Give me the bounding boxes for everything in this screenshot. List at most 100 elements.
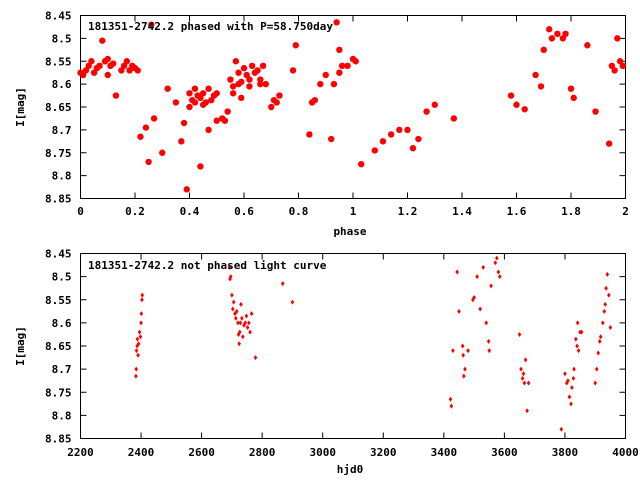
- x-tick-label: 1: [350, 205, 357, 218]
- data-point: [259, 62, 267, 70]
- data-point: [230, 306, 235, 312]
- data-point: [227, 76, 234, 83]
- data-point: [229, 83, 237, 90]
- data-point: [619, 62, 626, 70]
- x-tick-label: 0: [77, 205, 84, 218]
- data-point: [478, 306, 482, 312]
- data-point: [371, 147, 378, 154]
- y-tick-label: 8.7: [52, 363, 72, 376]
- data-point: [213, 117, 220, 124]
- data-point: [236, 331, 241, 337]
- data-point: [471, 297, 475, 303]
- data-point: [134, 67, 141, 74]
- data-point: [472, 294, 476, 300]
- data-point: [237, 329, 242, 335]
- data-point: [306, 131, 313, 138]
- data-point: [517, 331, 522, 337]
- data-point: [228, 274, 233, 280]
- data-point: [564, 380, 569, 386]
- data-point: [247, 320, 251, 326]
- data-point: [592, 108, 599, 115]
- data-point: [205, 126, 212, 134]
- data-point: [276, 92, 283, 99]
- data-point: [322, 71, 329, 79]
- data-point: [566, 378, 570, 384]
- data-point: [548, 35, 556, 42]
- data-point: [611, 67, 618, 74]
- data-point: [525, 408, 529, 414]
- x-tick-label: 2800: [249, 446, 276, 459]
- data-point: [248, 62, 256, 70]
- data-point: [99, 37, 106, 44]
- data-point: [292, 42, 299, 49]
- x-tick-label: 3400: [431, 446, 458, 459]
- data-point: [268, 103, 275, 111]
- data-point: [249, 311, 254, 317]
- data-point: [596, 350, 601, 356]
- data-point: [455, 269, 459, 275]
- data-point: [280, 281, 285, 287]
- x-tick-label: 3000: [309, 446, 336, 459]
- data-point: [205, 85, 212, 92]
- data-point: [311, 96, 319, 104]
- data-point: [239, 301, 243, 307]
- data-point: [273, 99, 280, 106]
- data-point: [603, 301, 608, 307]
- data-point: [484, 320, 489, 326]
- y-tick-label: 8.7: [52, 124, 72, 137]
- data-point: [262, 80, 269, 88]
- data-point: [460, 343, 465, 349]
- data-point: [579, 329, 584, 335]
- data-point: [605, 140, 613, 147]
- x-tick-label: 0.2: [125, 205, 145, 218]
- y-tick-label: 8.5: [52, 271, 72, 284]
- data-point: [569, 401, 573, 407]
- data-point: [567, 394, 572, 400]
- data-point: [602, 308, 607, 314]
- unphased-light-curve-panel: 2200 2400 2600 2800 3000 3200 3400 3600 3800 4000…: [14, 248, 639, 477]
- data-point: [186, 103, 193, 111]
- y-tick-label: 8.45: [45, 10, 72, 23]
- data-point: [496, 269, 501, 275]
- data-point: [197, 163, 204, 170]
- data-point: [243, 320, 248, 326]
- x-tick-label: 1.6: [507, 205, 527, 218]
- data-point: [202, 99, 210, 106]
- x-tick-label: 3800: [552, 446, 579, 459]
- data-point: [238, 320, 243, 326]
- data-point: [180, 119, 188, 127]
- data-point: [96, 62, 103, 70]
- data-point: [236, 320, 240, 326]
- data-point: [238, 78, 245, 86]
- data-point: [604, 285, 608, 291]
- data-point: [172, 99, 180, 106]
- data-point: [230, 292, 234, 298]
- data-point: [507, 92, 515, 99]
- y-tick-label: 8.55: [45, 294, 72, 307]
- data-point: [521, 371, 526, 377]
- data-point: [344, 62, 351, 70]
- data-point: [137, 133, 144, 140]
- x-tick-label: 2: [622, 205, 629, 218]
- data-point: [238, 94, 245, 102]
- data-point: [338, 62, 346, 70]
- data-point: [352, 58, 359, 65]
- y-tick-label: 8.85: [45, 193, 72, 206]
- data-point: [183, 186, 190, 193]
- data-point: [328, 135, 335, 143]
- data-point: [110, 60, 117, 67]
- data-point: [224, 108, 231, 115]
- data-point: [448, 396, 453, 402]
- y-tick-label: 8.85: [45, 433, 72, 446]
- data-point: [532, 71, 539, 79]
- data-point: [257, 76, 264, 83]
- data-point: [466, 348, 470, 354]
- data-points: [134, 255, 613, 432]
- data-point: [431, 101, 438, 108]
- data-point: [240, 64, 248, 72]
- y-tick-label: 8.5: [52, 32, 72, 45]
- data-point: [451, 348, 455, 354]
- data-point: [487, 348, 492, 354]
- data-point: [519, 366, 523, 372]
- data-point: [191, 85, 199, 92]
